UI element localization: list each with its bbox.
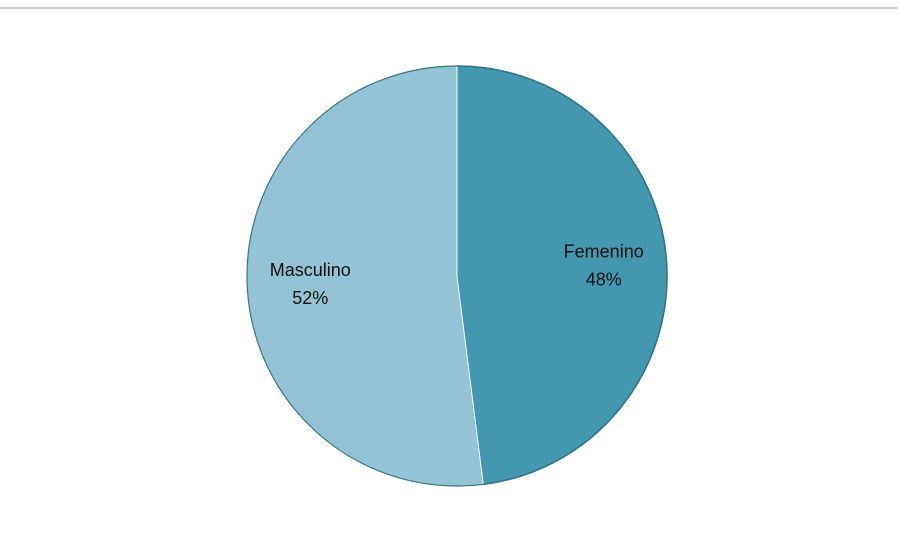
pie-slice [456,65,668,486]
slice-category-label: Masculino [270,260,351,280]
slice-category-label: Femenino [564,242,644,262]
pie-outline [246,65,668,487]
slice-value-label: 48% [586,270,622,290]
slice-value-label: 52% [292,288,328,308]
